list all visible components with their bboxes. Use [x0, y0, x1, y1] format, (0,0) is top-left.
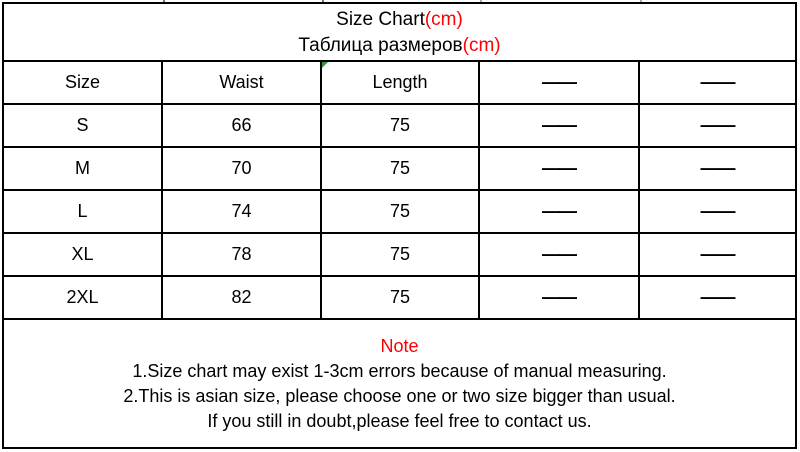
length-cell: 75 — [322, 234, 480, 275]
table-row-l: L 74 75 —— —— — [4, 191, 795, 234]
header-cell-waist: Waist — [163, 62, 322, 103]
header-cell-length: Length — [322, 62, 480, 103]
chart-subtitle: Таблица размеров(cm) — [298, 33, 500, 59]
dash-cell: —— — [480, 191, 640, 232]
note-section: Note 1.Size chart may exist 1-3cm errors… — [4, 320, 795, 434]
table-row-s: S 66 75 —— —— — [4, 105, 795, 148]
size-cell: 2XL — [4, 277, 163, 318]
dash-cell: —— — [480, 277, 640, 318]
title-text: Size Chart — [336, 9, 425, 30]
gridline-remnant-tick — [163, 0, 165, 3]
length-cell: 75 — [322, 105, 480, 146]
subtitle-text: Таблица размеров — [298, 35, 463, 56]
header-cell-empty-2: —— — [700, 72, 736, 92]
dash-cell: —— — [700, 244, 736, 264]
chart-title-block: Size Chart(cm) Таблица размеров(cm) — [4, 4, 795, 62]
waist-cell: 82 — [163, 277, 322, 318]
length-cell: 75 — [322, 277, 480, 318]
waist-cell: 78 — [163, 234, 322, 275]
size-cell: L — [4, 191, 163, 232]
gridline-remnant-tick — [480, 0, 482, 3]
size-cell: S — [4, 105, 163, 146]
note-line-3: If you still in doubt,please feel free t… — [207, 411, 592, 431]
dash-cell: —— — [480, 105, 640, 146]
header-cell-size: Size — [4, 62, 163, 103]
size-cell: M — [4, 148, 163, 189]
length-cell: 75 — [322, 148, 480, 189]
dash-cell: —— — [700, 158, 736, 178]
dash-cell: —— — [480, 148, 640, 189]
table-row-m: M 70 75 —— —— — [4, 148, 795, 191]
waist-cell: 74 — [163, 191, 322, 232]
table-row-2xl: 2XL 82 75 —— —— — [4, 277, 795, 320]
chart-title: Size Chart(cm) — [336, 7, 463, 33]
dash-cell: —— — [700, 201, 736, 221]
note-heading: Note — [380, 336, 419, 356]
title-unit: (cm) — [424, 9, 463, 30]
green-corner-marker-icon — [322, 62, 328, 68]
length-cell: 75 — [322, 191, 480, 232]
header-cell-empty-1: —— — [480, 62, 640, 103]
header-cell-length-label: Length — [372, 72, 428, 92]
table-header-row: Size Waist Length —— —— — [4, 62, 795, 105]
note-line-1: 1.Size chart may exist 1-3cm errors beca… — [132, 361, 667, 381]
table-row-xl: XL 78 75 —— —— — [4, 234, 795, 277]
dash-cell: —— — [480, 234, 640, 275]
dash-cell: —— — [700, 287, 736, 307]
note-line-2: 2.This is asian size, please choose one … — [123, 386, 676, 406]
waist-cell: 70 — [163, 148, 322, 189]
waist-cell: 66 — [163, 105, 322, 146]
subtitle-unit: (cm) — [462, 35, 501, 56]
size-cell: XL — [4, 234, 163, 275]
dash-cell: —— — [700, 115, 736, 135]
gridline-remnant-tick — [640, 0, 642, 3]
gridline-remnant-tick — [322, 0, 324, 3]
